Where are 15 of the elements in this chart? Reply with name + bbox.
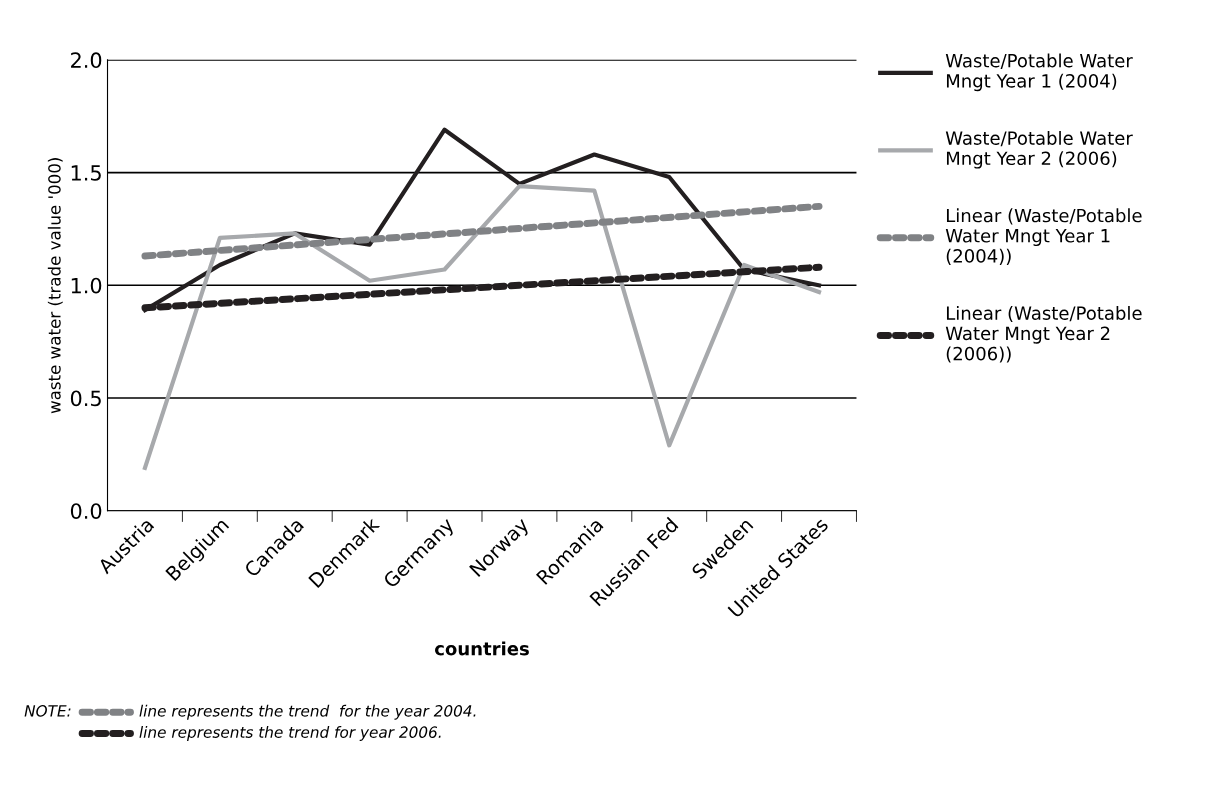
y-axis-title: waste water (trade value '000) bbox=[47, 158, 63, 414]
text: NOTE: bbox=[24, 705, 71, 717]
line-series bbox=[142, 183, 822, 471]
y-tick-label: 1.5 bbox=[71, 165, 101, 181]
y-tick-label: 1.0 bbox=[71, 277, 102, 294]
legend-label: Waste/Potable Water Mngt Year 2 (2006) bbox=[945, 130, 1133, 169]
x-axis-title: countries bbox=[435, 641, 529, 656]
text: line represents the trend for the year 2004. bbox=[139, 704, 476, 720]
y-tick-label: 0.5 bbox=[70, 390, 101, 407]
y-tick-label: 2.0 bbox=[71, 52, 102, 69]
text: line represents the trend for year 2006. bbox=[139, 726, 441, 741]
legend-label: Linear (Waste/Potable Water Mngt Year 1 (2004)) bbox=[945, 208, 1142, 265]
legend-label: Linear (Waste/Potable Water Mngt Year 2 (2006)) bbox=[945, 305, 1142, 363]
y-tick-label: 0.0 bbox=[70, 503, 102, 519]
legend-label: Waste/Potable Water Mngt Year 1 (2004) bbox=[945, 53, 1133, 92]
